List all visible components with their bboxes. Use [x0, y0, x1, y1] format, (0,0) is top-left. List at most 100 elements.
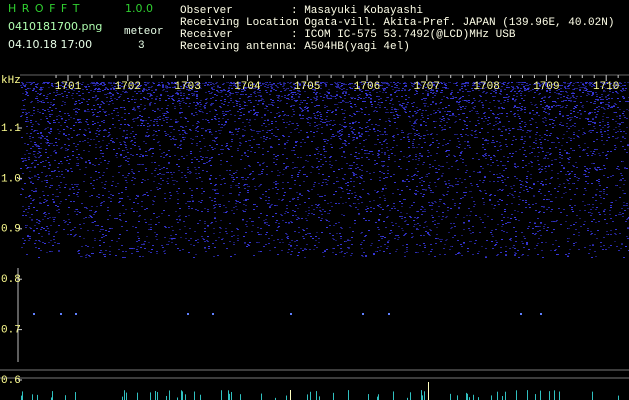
signal-spike — [65, 395, 66, 400]
signal-spike — [228, 390, 229, 400]
freq-unit: kHz — [1, 75, 21, 87]
info-value: : A504HB(yagi 4el) — [291, 41, 410, 53]
signal-spike — [166, 395, 167, 400]
signal-spike — [535, 394, 536, 400]
info-value: : Masayuki Kobayashi — [291, 5, 423, 17]
signal-spike — [516, 390, 517, 400]
signal-spike — [124, 390, 125, 400]
signal-spike — [527, 390, 528, 400]
signal-spike — [491, 395, 492, 400]
signal-spike — [310, 391, 311, 400]
signal-spike — [200, 394, 201, 400]
signal-spike — [559, 391, 560, 400]
time-label: 1703 — [174, 81, 200, 93]
time-label: 1702 — [115, 81, 141, 93]
signal-spike — [457, 395, 458, 400]
signal-spike — [540, 390, 541, 400]
signal-spike — [185, 394, 186, 400]
signal-dot — [520, 313, 522, 315]
signal-spike — [194, 391, 195, 400]
info-label: Observer — [180, 5, 233, 17]
signal-spike — [169, 390, 170, 400]
meteor-count: 3 — [138, 40, 145, 52]
signal-spike — [393, 391, 394, 400]
time-label: 1710 — [593, 81, 619, 93]
info-label: Receiving Location — [180, 17, 299, 29]
signal-spike — [618, 395, 619, 400]
signal-spike — [473, 394, 474, 400]
signal-spike — [421, 390, 422, 400]
signal-spike — [177, 397, 178, 400]
signal-spike — [497, 391, 498, 400]
time-label: 1704 — [234, 81, 261, 93]
app-title: H R O F F T — [8, 2, 80, 15]
signal-spike — [122, 396, 123, 400]
time-label: 1701 — [55, 81, 82, 93]
freq-label: 0.9 — [1, 224, 21, 236]
signal-dot — [540, 313, 542, 315]
signal-spike — [554, 390, 555, 400]
spectrogram-noise — [20, 82, 629, 258]
signal-spike — [155, 391, 156, 400]
info-label: Receiver — [180, 29, 233, 41]
signal-spike — [229, 393, 230, 400]
signal-spike — [333, 392, 334, 400]
signal-spike — [150, 392, 151, 400]
signal-spike — [181, 390, 182, 400]
signal-spike — [421, 395, 422, 400]
signal-dot — [187, 313, 189, 315]
time-label: 1707 — [414, 81, 440, 93]
signal-spike — [316, 391, 317, 400]
info-value: : ICOM IC-575 53.7492(@LCD)MHz USB — [291, 29, 516, 41]
signal-spike — [410, 392, 411, 400]
signal-dot — [388, 313, 390, 315]
signal-spike — [231, 391, 232, 400]
signal-spike — [378, 394, 379, 400]
signal-spike — [37, 394, 38, 400]
signal-spike — [32, 394, 33, 400]
signal-spike — [21, 395, 22, 400]
signal-spike — [469, 397, 470, 400]
signal-spike — [467, 393, 468, 400]
signal-spike — [286, 395, 287, 400]
signal-spike — [137, 392, 138, 400]
info-value: : Ogata-vill. Akita-Pref. JAPAN (139.96E… — [291, 17, 614, 29]
signal-spike — [478, 397, 479, 400]
signal-spike — [261, 393, 262, 400]
signal-spike — [466, 392, 467, 400]
signal-spike — [319, 396, 320, 400]
freq-label: 0.8 — [1, 274, 21, 286]
signal-spike — [505, 391, 506, 400]
signal-spike — [52, 391, 53, 400]
signal-spike — [240, 394, 241, 400]
signal-spike — [407, 397, 408, 400]
freq-label: 0.6 — [1, 375, 21, 387]
meteor-label: meteor — [124, 26, 164, 38]
app-version: 1.0.0 — [125, 2, 153, 15]
time-label: 1706 — [354, 81, 380, 93]
signal-spike — [428, 382, 429, 400]
signal-spike — [275, 397, 276, 400]
signal-spike — [75, 392, 76, 400]
freq-label: 1.0 — [1, 173, 21, 185]
signal-dot — [362, 313, 364, 315]
signal-spike — [290, 390, 291, 400]
freq-label: 1.1 — [1, 123, 21, 135]
signal-spike — [549, 391, 550, 400]
signal-spike — [157, 392, 158, 400]
date-time: 04.10.18 17:00 — [8, 38, 92, 51]
signal-spike — [221, 390, 222, 400]
signal-spike — [422, 395, 423, 400]
freq-label: 0.7 — [1, 325, 21, 337]
time-label: 1708 — [473, 81, 499, 93]
signal-spike — [368, 394, 369, 400]
signal-dot — [75, 313, 77, 315]
signal-spike — [22, 391, 23, 400]
signal-spike — [348, 390, 349, 400]
signal-dot — [33, 313, 35, 315]
signal-dot — [60, 313, 62, 315]
signal-spike — [424, 391, 425, 400]
signal-dot — [212, 313, 214, 315]
